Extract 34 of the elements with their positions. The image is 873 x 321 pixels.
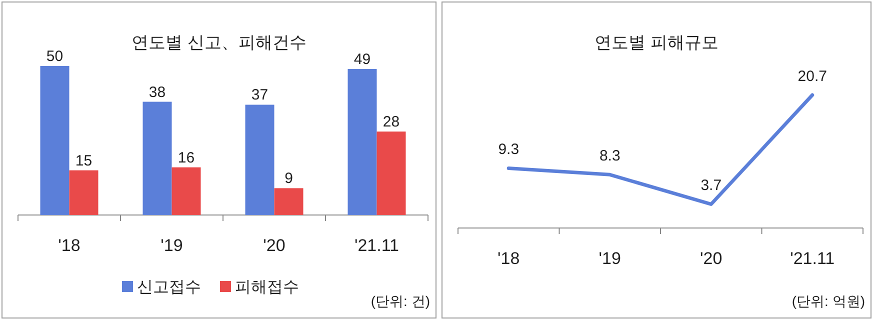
x-tick-label: '21.11 bbox=[354, 236, 400, 255]
data-label: 28 bbox=[382, 114, 400, 131]
data-label: 50 bbox=[46, 48, 64, 65]
chart-title: 연도별 신고、피해건수 bbox=[132, 33, 306, 52]
legend-label: 신고접수 bbox=[137, 279, 201, 296]
x-tick-label: '18 bbox=[498, 249, 520, 268]
data-label: 15 bbox=[75, 152, 92, 170]
x-tick-label: '20 bbox=[263, 236, 286, 255]
bar bbox=[142, 102, 172, 215]
bar bbox=[245, 104, 274, 215]
x-tick-label: '21.11 bbox=[790, 249, 835, 268]
text: (단위: 억원) bbox=[792, 293, 865, 309]
bar bbox=[172, 167, 201, 215]
bar bbox=[69, 170, 98, 215]
x-tick-label: '18 bbox=[58, 236, 80, 255]
x-tick-label: '19 bbox=[598, 249, 621, 268]
bar bbox=[40, 66, 70, 215]
x-tick-label: '20 bbox=[700, 249, 722, 268]
bar bbox=[376, 132, 406, 215]
bar bbox=[274, 188, 304, 215]
bar bbox=[348, 68, 377, 215]
data-label: 49 bbox=[354, 50, 371, 68]
data-label: 38 bbox=[148, 84, 166, 101]
data-label: 8.3 bbox=[599, 148, 620, 165]
chart-title: 연도별 피해규모 bbox=[594, 33, 718, 52]
data-label: 9.3 bbox=[498, 141, 520, 158]
data-label: 3.7 bbox=[700, 177, 722, 194]
data-label: 20.7 bbox=[798, 68, 827, 85]
text: (단위: 건) bbox=[370, 293, 430, 309]
data-label: 9 bbox=[284, 170, 293, 188]
data-label: 37 bbox=[251, 86, 268, 104]
legend-label: 피해접수 bbox=[235, 279, 299, 296]
x-tick-label: '19 bbox=[160, 236, 183, 255]
data-label: 16 bbox=[178, 149, 195, 166]
